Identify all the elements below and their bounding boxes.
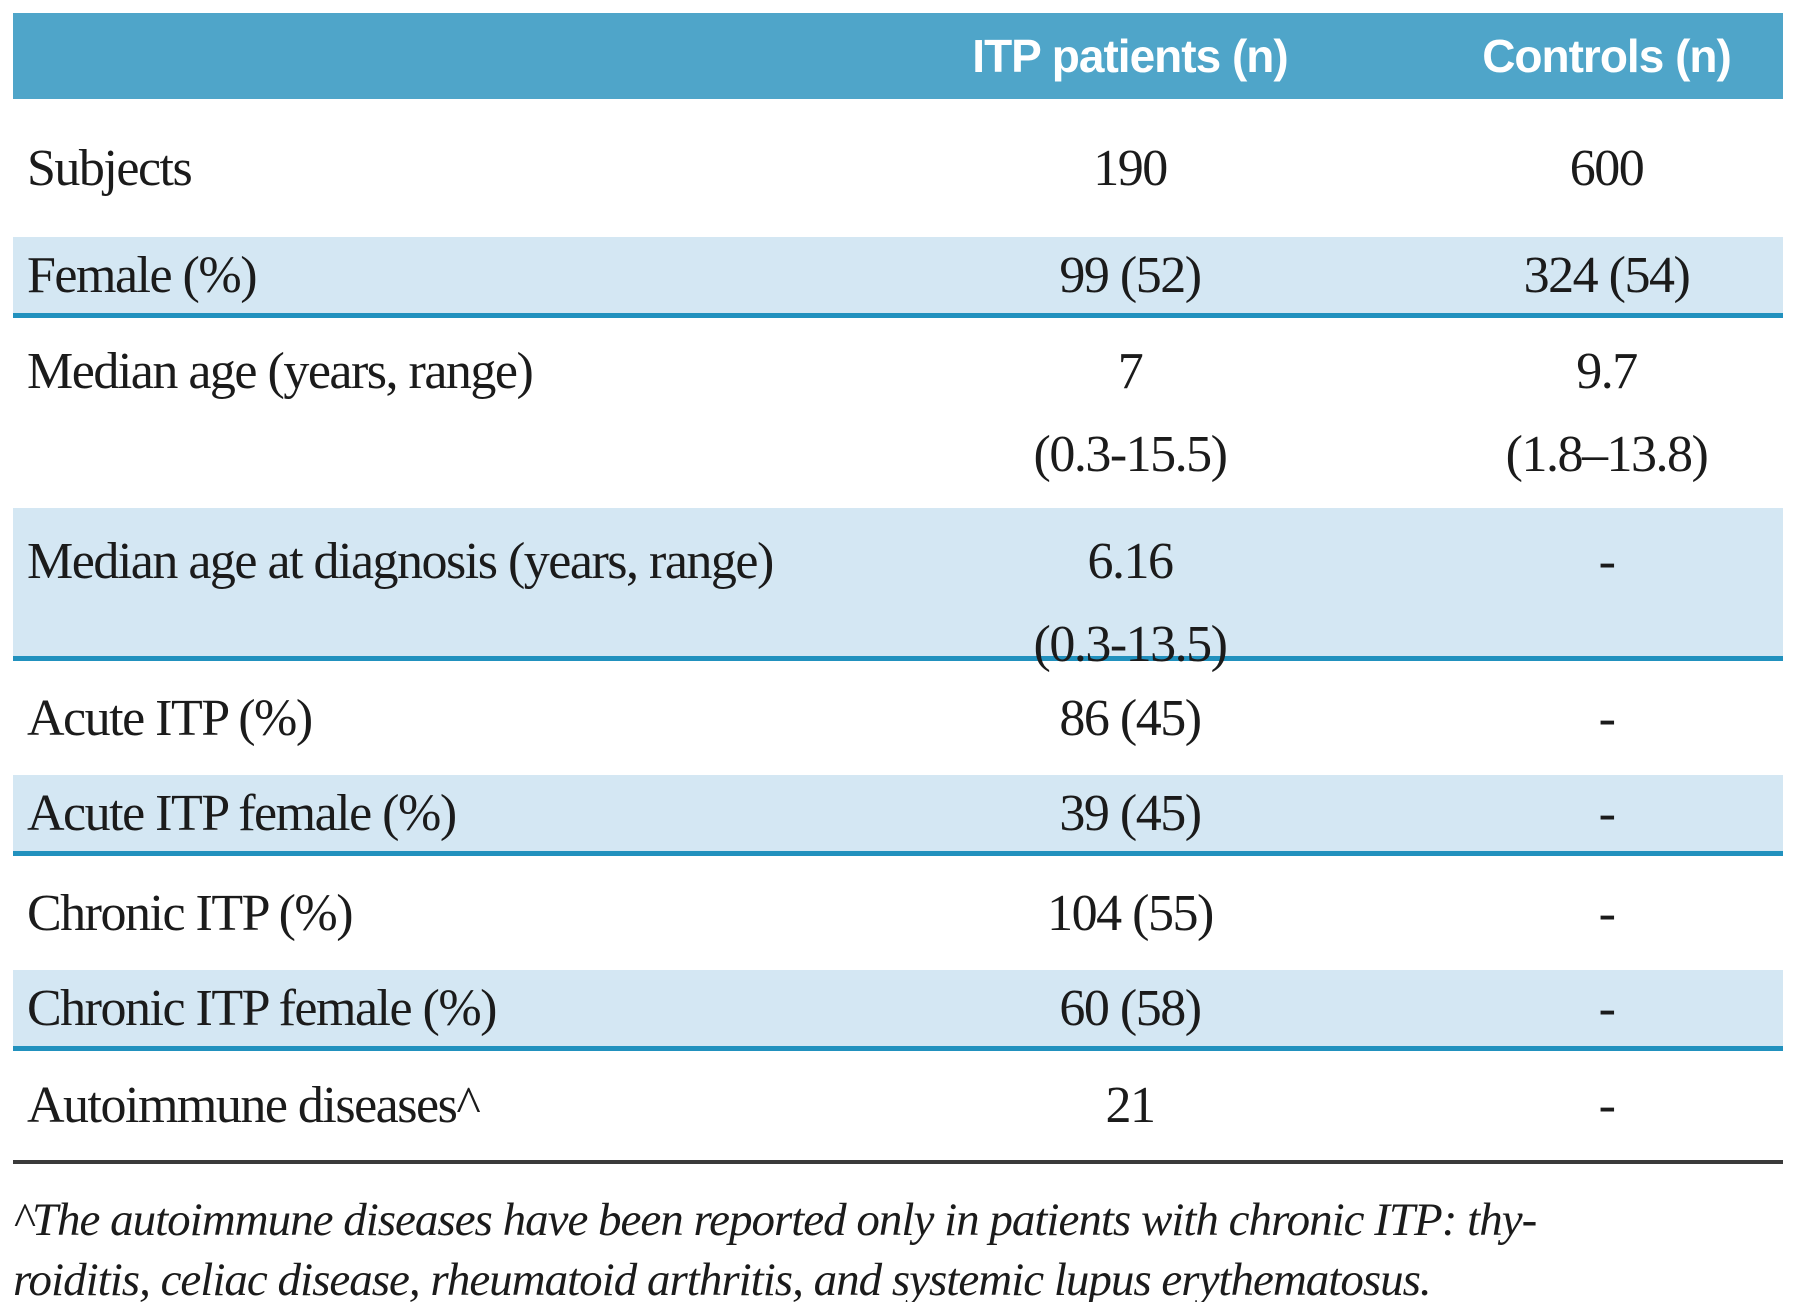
value-line: -	[1598, 689, 1616, 747]
row-label: Subjects	[27, 139, 193, 197]
itp-value: 104 (55)	[830, 881, 1430, 946]
value-line: 7	[1117, 343, 1144, 400]
table-row: Median age (years, range) 7 (0.3-15.5) 9…	[13, 318, 1783, 508]
value-line: 39 (45)	[1059, 784, 1202, 842]
value-line: -	[1598, 979, 1616, 1037]
value-line: 86 (45)	[1059, 689, 1202, 747]
value-line: 190	[1093, 139, 1168, 197]
row-label: Median age at diagnosis (years, range)	[27, 533, 774, 590]
row-label: Acute ITP (%)	[27, 689, 313, 747]
footnote-line: ^The autoimmune diseases have been repor…	[13, 1194, 1537, 1246]
row-label: Acute ITP female (%)	[27, 784, 457, 842]
itp-value: 6.16 (0.3-13.5)	[830, 520, 1430, 686]
itp-value: 86 (45)	[830, 686, 1430, 751]
controls-value: -	[1430, 686, 1783, 751]
table-row: Chronic ITP female (%) 60 (58) -	[13, 970, 1783, 1051]
row-label: Median age (years, range)	[27, 343, 534, 400]
itp-value: 21	[830, 1073, 1430, 1138]
table-row: Acute ITP female (%) 39 (45) -	[13, 775, 1783, 856]
header-itp-patients: ITP patients (n)	[972, 30, 1288, 82]
itp-value: 7 (0.3-15.5)	[830, 330, 1430, 496]
table-row: Female (%) 99 (52) 324 (54)	[13, 237, 1783, 318]
value-line: -	[1598, 1077, 1616, 1134]
value-line: 60 (58)	[1059, 979, 1202, 1037]
controls-value: -	[1430, 881, 1783, 946]
controls-value: -	[1430, 781, 1783, 846]
table-row: Acute ITP (%) 86 (45) -	[13, 661, 1783, 775]
row-label: Chronic ITP female (%)	[27, 979, 498, 1037]
controls-value: -	[1430, 976, 1783, 1041]
value-line: (0.3-13.5)	[1033, 616, 1228, 674]
value-line: 6.16	[1087, 533, 1175, 590]
value-line: 9.7	[1576, 343, 1638, 400]
row-label: Autoimmune diseases^	[27, 1077, 481, 1134]
value-line: 600	[1569, 139, 1645, 197]
table-row: Median age at diagnosis (years, range) 6…	[13, 508, 1783, 673]
value-line: -	[1598, 784, 1616, 842]
table-row: Subjects 190 600	[13, 99, 1783, 237]
table-row: Chronic ITP (%) 104 (55) -	[13, 856, 1783, 970]
itp-value: 99 (52)	[830, 243, 1430, 308]
value-line: 324 (54)	[1523, 246, 1691, 304]
value-line: 99 (52)	[1059, 246, 1202, 304]
value-line: -	[1598, 533, 1616, 590]
table-row: Autoimmune diseases^ 21 -	[13, 1051, 1783, 1160]
controls-value: -	[1430, 520, 1783, 603]
table-footnote: ^The autoimmune diseases have been repor…	[13, 1190, 1783, 1302]
row-label: Chronic ITP (%)	[27, 884, 354, 942]
controls-value: 9.7 (1.8–13.8)	[1430, 330, 1783, 496]
value-line: -	[1598, 884, 1616, 942]
table-header-row: ITP patients (n) Controls (n)	[13, 13, 1783, 99]
value-line: (0.3-15.5)	[1033, 426, 1228, 484]
value-line: 104 (55)	[1047, 884, 1214, 942]
row-label: Female (%)	[27, 246, 258, 304]
header-controls: Controls (n)	[1482, 30, 1732, 82]
controls-value: 324 (54)	[1430, 243, 1783, 308]
controls-value: -	[1430, 1073, 1783, 1138]
value-line: (1.8–13.8)	[1505, 426, 1709, 484]
value-line: 21	[1105, 1077, 1157, 1134]
controls-value: 600	[1430, 136, 1783, 201]
itp-value: 39 (45)	[830, 781, 1430, 846]
demographics-table: ITP patients (n) Controls (n) Subjects 1…	[13, 13, 1783, 1302]
itp-value: 60 (58)	[830, 976, 1430, 1041]
table-bottom-rule	[13, 1160, 1783, 1164]
itp-value: 190	[830, 136, 1430, 201]
footnote-line: roiditis, celiac disease, rheumatoid art…	[13, 1254, 1432, 1302]
